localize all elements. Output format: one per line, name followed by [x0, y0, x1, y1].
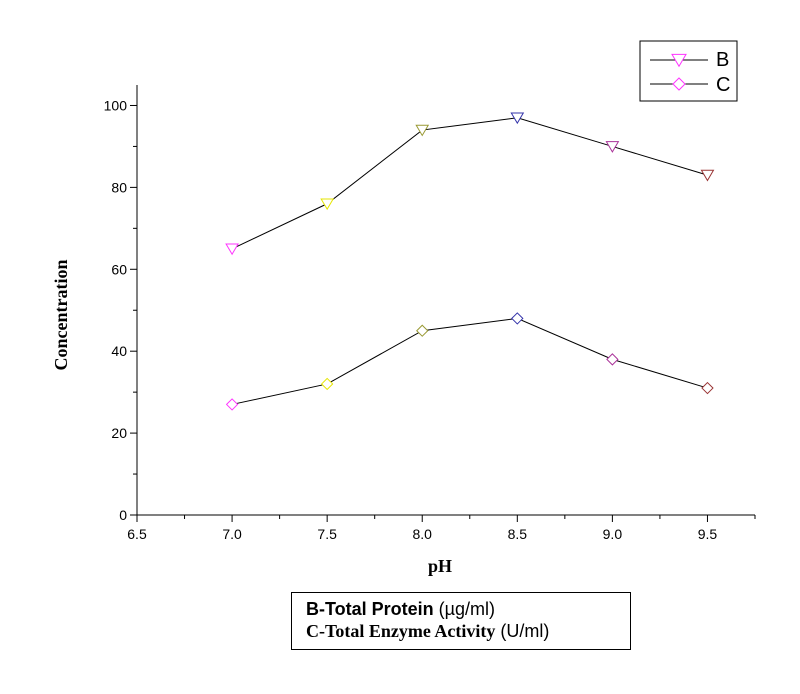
- y-tick-label: 20: [111, 425, 127, 441]
- legend-marker-b: [671, 53, 687, 68]
- series-b-point: [225, 243, 239, 256]
- series-c-line: [231, 317, 708, 405]
- series-b-point: [415, 124, 430, 137]
- y-tick-label: 80: [111, 179, 127, 195]
- series-b-point: [605, 141, 620, 153]
- legend-box: [639, 40, 738, 102]
- series-c-point: [320, 377, 334, 391]
- y-axis-title: Concentration: [51, 260, 71, 371]
- axes-layer: [136, 85, 755, 516]
- series-c-point: [701, 381, 714, 395]
- x-axis-title: pH: [428, 556, 452, 576]
- x-tick-label: 8.0: [412, 526, 432, 542]
- caption-b-unit: (µg/ml): [433, 599, 496, 619]
- y-tick-label: 60: [111, 261, 127, 277]
- y-tick-label: 40: [111, 343, 127, 359]
- legend-entries: [650, 53, 708, 91]
- series-c-point: [511, 312, 524, 325]
- series-caption-box: B-Total Protein (µg/ml) C-Total Enzyme A…: [291, 592, 631, 650]
- legend-label-c: C: [716, 74, 730, 96]
- series-b-point: [510, 112, 525, 125]
- caption-line-c: C-Total Enzyme Activity (U/ml): [306, 620, 630, 642]
- caption-line-b: B-Total Protein (µg/ml): [306, 598, 630, 620]
- ticks-layer: 0 20 40 60 80 100 6.5 7.0 7.5 8.0 8.5 9.0 9.5: [104, 97, 756, 542]
- x-tick-label: 7.5: [317, 526, 337, 542]
- series-b-point: [320, 198, 335, 211]
- x-tick-label: 6.5: [127, 526, 147, 542]
- x-tick-label: 9.5: [698, 526, 718, 542]
- series-c-point: [416, 324, 429, 337]
- series-b-line: [231, 117, 708, 250]
- series-layer: [225, 112, 715, 411]
- caption-c-label: C-Total Enzyme Activity: [306, 621, 496, 641]
- legend: B C: [639, 40, 738, 102]
- series-b-point: [700, 169, 715, 182]
- legend-marker-c: [672, 77, 686, 91]
- caption-b-label: B-Total Protein: [306, 599, 434, 619]
- series-c-point: [225, 398, 239, 411]
- legend-label-b: B: [716, 49, 729, 71]
- y-tick-label: 100: [104, 97, 128, 113]
- x-tick-label: 9.0: [603, 526, 623, 542]
- series-c-point: [606, 353, 619, 366]
- x-tick-label: 7.0: [222, 526, 242, 542]
- y-tick-label: 0: [119, 507, 127, 523]
- x-tick-label: 8.5: [508, 526, 528, 542]
- caption-c-unit: (U/ml): [495, 621, 550, 641]
